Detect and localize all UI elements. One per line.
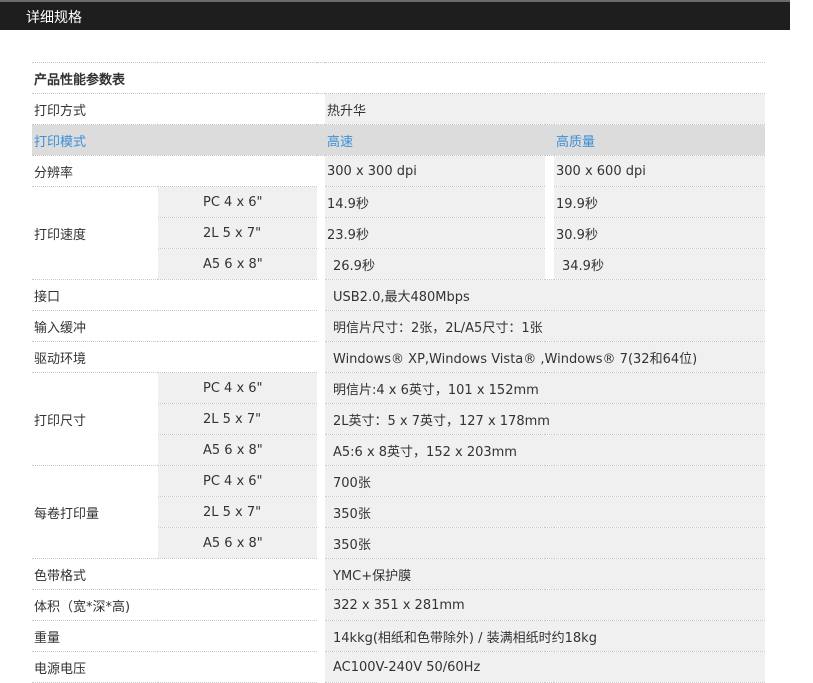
cell-spacer: [317, 372, 325, 404]
row-label: 打印尺寸: [32, 372, 158, 466]
row-value: 34.9秒: [554, 248, 766, 280]
table-row: 驱动环境 Windows® XP,Windows Vista® ,Windows®…: [32, 341, 766, 373]
row-label: 打印速度: [32, 186, 158, 280]
cell-spacer: [317, 465, 325, 497]
mode-high-quality: 高质量: [554, 124, 766, 156]
table-row: 每卷打印量 PC 4 x 6" 700张: [32, 465, 766, 559]
row-value: 明信片:4 x 6英寸，101 x 152mm: [325, 372, 766, 404]
cell-spacer: [317, 651, 325, 683]
size-label: 2L 5 x 7": [158, 496, 317, 528]
row-value: 热升华: [325, 93, 766, 125]
row-label: 重量: [32, 620, 317, 652]
size-label: A5 6 x 8": [158, 434, 317, 466]
cell-spacer: [317, 155, 325, 187]
mode-high-speed: 高速: [325, 124, 554, 156]
section-title: 详细规格: [26, 10, 82, 26]
cell-spacer: [317, 620, 325, 652]
table-row: 打印速度 PC 4 x 6" 14.9秒 19.9秒: [32, 186, 766, 280]
row-value: 350张: [325, 496, 766, 528]
spec-table: 产品性能参数表 打印方式 热升华 打印模式 高速 高质量 分辨率 300 x 300 d…: [32, 62, 766, 683]
table-row: 分辨率 300 x 300 dpi 300 x 600 dpi: [32, 155, 766, 187]
table-row: 2L 5 x 7" 350张: [32, 496, 766, 528]
cell-spacer: [545, 155, 554, 187]
row-label: 打印模式: [32, 124, 325, 156]
size-label: A5 6 x 8": [158, 527, 317, 559]
row-value: 300 x 600 dpi: [554, 155, 766, 187]
table-row: 打印尺寸 PC 4 x 6" 明信片:4 x 6英寸，101 x 152mm: [32, 372, 766, 466]
table-row-mode: 打印模式 高速 高质量: [32, 124, 766, 156]
cell-spacer: [317, 403, 325, 435]
row-label: 体积（宽*深*高): [32, 589, 317, 621]
cell-spacer: [545, 248, 554, 280]
size-label: 2L 5 x 7": [158, 217, 317, 249]
row-value: AC100V-240V 50/60Hz: [325, 651, 766, 683]
table-row: 打印方式 热升华: [32, 93, 766, 125]
row-value: 322 x 351 x 281mm: [325, 589, 766, 621]
cell-spacer: [545, 186, 554, 218]
row-value: YMC+保护膜: [325, 558, 766, 590]
cell-spacer: [317, 279, 325, 311]
row-value: Windows® XP,Windows Vista® ,Windows® 7(3…: [325, 341, 766, 373]
size-label: 2L 5 x 7": [158, 403, 317, 435]
size-label: PC 4 x 6": [158, 186, 317, 218]
table-row: 2L 5 x 7" 2L英寸：5 x 7英寸，127 x 178mm: [32, 403, 766, 435]
cell-spacer: [317, 527, 325, 559]
cell-spacer: [317, 310, 325, 342]
section-header: 详细规格: [0, 0, 790, 30]
cell-spacer: [545, 217, 554, 249]
row-label: 色带格式: [32, 558, 317, 590]
table-row: 重量 14kkg(相纸和色带除外) / 装满相纸时约18kg: [32, 620, 766, 652]
row-value: 明信片尺寸：2张，2L/A5尺寸：1张: [325, 310, 766, 342]
row-value: 350张: [325, 527, 766, 559]
table-row: 电源电压 AC100V-240V 50/60Hz: [32, 651, 766, 683]
cell-spacer: [317, 496, 325, 528]
row-label: 输入缓冲: [32, 310, 317, 342]
cell-spacer: [317, 434, 325, 466]
table-row: 接口 USB2.0,最大480Mbps: [32, 279, 766, 311]
row-label: 分辨率: [32, 155, 317, 187]
row-value: 700张: [325, 465, 766, 497]
cell-spacer: [317, 248, 325, 280]
row-value: 2L英寸：5 x 7英寸，127 x 178mm: [325, 403, 766, 435]
table-row: A5 6 x 8" 350张: [32, 527, 766, 559]
table-title-row: 产品性能参数表: [32, 62, 766, 94]
cell-spacer: [317, 217, 325, 249]
row-value: 14kkg(相纸和色带除外) / 装满相纸时约18kg: [325, 620, 766, 652]
size-label: PC 4 x 6": [158, 372, 317, 404]
row-label: 打印方式: [32, 93, 317, 125]
size-label: A5 6 x 8": [158, 248, 317, 280]
table-row: 2L 5 x 7" 23.9秒 30.9秒: [32, 217, 766, 249]
row-label: 电源电压: [32, 651, 317, 683]
row-label: 驱动环境: [32, 341, 317, 373]
row-label: 接口: [32, 279, 317, 311]
row-value: USB2.0,最大480Mbps: [325, 279, 766, 311]
row-value: 26.9秒: [325, 248, 545, 280]
row-value: 30.9秒: [554, 217, 766, 249]
size-label: PC 4 x 6": [158, 465, 317, 497]
row-value: 19.9秒: [554, 186, 766, 218]
table-row: A5 6 x 8" A5:6 x 8英寸，152 x 203mm: [32, 434, 766, 466]
cell-spacer: [317, 589, 325, 621]
table-title: 产品性能参数表: [32, 62, 766, 94]
row-label: 每卷打印量: [32, 465, 158, 559]
table-row: 输入缓冲 明信片尺寸：2张，2L/A5尺寸：1张: [32, 310, 766, 342]
cell-spacer: [317, 186, 325, 218]
table-row: 色带格式 YMC+保护膜: [32, 558, 766, 590]
row-value: 300 x 300 dpi: [325, 155, 545, 187]
cell-spacer: [317, 341, 325, 373]
cell-spacer: [317, 558, 325, 590]
row-value: A5:6 x 8英寸，152 x 203mm: [325, 434, 766, 466]
cell-spacer: [317, 93, 325, 125]
row-value: 14.9秒: [325, 186, 545, 218]
row-value: 23.9秒: [325, 217, 545, 249]
table-row: 体积（宽*深*高) 322 x 351 x 281mm: [32, 589, 766, 621]
